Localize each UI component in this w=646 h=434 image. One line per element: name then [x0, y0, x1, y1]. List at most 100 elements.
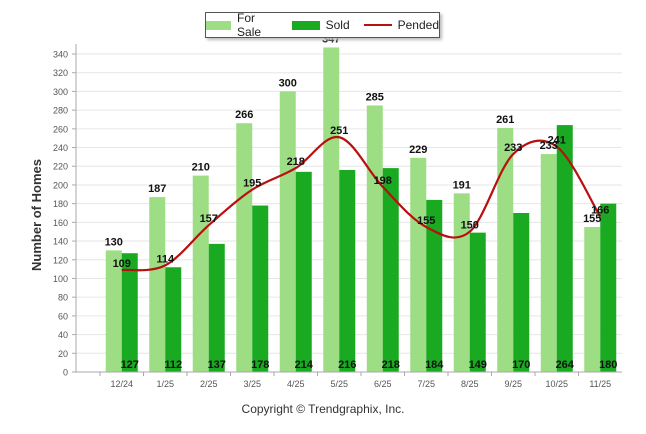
bar-for-sale — [323, 47, 340, 372]
label-sold: 216 — [338, 359, 356, 371]
y-tick-label: 200 — [53, 180, 68, 190]
bar-for-sale — [105, 250, 122, 372]
label-pended: 198 — [374, 175, 392, 187]
x-tick-label: 7/25 — [417, 379, 435, 389]
bars — [105, 47, 617, 373]
label-sold: 264 — [556, 359, 575, 371]
legend: For Sale Sold Pended — [205, 11, 440, 39]
label-for-sale: 233 — [540, 140, 558, 152]
label-for-sale: 210 — [192, 162, 210, 174]
label-pended: 157 — [200, 213, 218, 225]
label-pended: 114 — [156, 253, 175, 265]
label-pended: 241 — [548, 135, 566, 147]
legend-item-for-sale[interactable]: For Sale — [206, 11, 278, 39]
bar-sold — [513, 213, 530, 372]
label-for-sale: 229 — [409, 144, 427, 156]
y-tick-label: 160 — [53, 218, 68, 228]
y-tick-label: 340 — [53, 50, 68, 60]
y-tick-label: 220 — [53, 162, 68, 172]
pended-line — [121, 136, 602, 272]
bar-sold — [382, 168, 399, 372]
label-sold: 137 — [208, 359, 226, 371]
bar-sold — [556, 125, 573, 372]
label-sold: 214 — [295, 359, 314, 371]
bar-for-sale — [410, 157, 427, 372]
bar-for-sale — [236, 123, 253, 372]
label-pended: 233 — [504, 142, 522, 154]
bar-for-sale — [584, 227, 601, 372]
x-tick-label: 1/25 — [156, 379, 174, 389]
x-tick-label: 3/25 — [243, 379, 261, 389]
y-tick-label: 320 — [53, 68, 68, 78]
label-for-sale: 285 — [366, 91, 384, 103]
label-for-sale: 155 — [583, 213, 601, 225]
bar-sold — [600, 203, 617, 372]
data-labels: 1301271871122101372661783002143472162852… — [105, 33, 618, 371]
pended-line-group — [121, 136, 602, 272]
bar-sold — [469, 232, 486, 372]
y-tick-label: 100 — [53, 274, 68, 284]
label-sold: 127 — [121, 359, 139, 371]
label-sold: 149 — [469, 359, 487, 371]
bar-for-sale — [540, 154, 557, 372]
bar-for-sale — [149, 197, 166, 372]
label-pended: 218 — [287, 156, 305, 168]
y-tick-label: 80 — [58, 293, 68, 303]
pended-swatch — [363, 24, 392, 26]
bar-sold — [339, 169, 356, 372]
y-axis-label: Number of Homes — [29, 159, 44, 271]
for-sale-swatch — [206, 20, 232, 30]
bar-sold — [295, 171, 312, 372]
axes: 0 20 40 60 80 100 120 140 160 180 200 220 240 260 280 3… — [53, 44, 622, 389]
x-tick-label: 8/25 — [461, 379, 479, 389]
label-sold: 112 — [164, 359, 182, 371]
x-tick-label: 11/25 — [589, 379, 611, 389]
sold-swatch — [291, 20, 320, 30]
copyright-footer: Copyright © Trendgraphix, Inc. — [241, 402, 405, 416]
y-tick-label: 40 — [58, 330, 68, 340]
bar-sold — [121, 253, 138, 372]
bar-for-sale — [366, 105, 383, 373]
label-sold: 180 — [599, 359, 617, 371]
legend-label-for-sale: For Sale — [237, 11, 262, 39]
legend-item-sold[interactable]: Sold — [291, 18, 350, 32]
y-tick-label: 260 — [53, 124, 68, 134]
y-tick-label: 180 — [53, 199, 68, 209]
label-pended: 150 — [461, 220, 479, 232]
legend-label-sold: Sold — [325, 18, 350, 32]
x-tick-label: 4/25 — [287, 379, 305, 389]
label-sold: 218 — [382, 359, 400, 371]
label-for-sale: 300 — [279, 77, 297, 89]
bar-sold — [208, 243, 225, 372]
label-for-sale: 261 — [496, 114, 514, 126]
y-tick-label: 20 — [58, 349, 68, 359]
y-tick-label: 280 — [53, 106, 68, 116]
label-pended: 109 — [113, 258, 131, 270]
bar-sold — [252, 205, 269, 372]
legend-label-pended: Pended — [397, 18, 439, 32]
label-for-sale: 191 — [453, 179, 471, 191]
y-tick-label: 300 — [53, 87, 68, 97]
label-pended: 166 — [591, 205, 609, 217]
y-tick-label: 140 — [53, 237, 68, 247]
bar-for-sale — [497, 127, 514, 372]
bar-for-sale — [192, 175, 209, 372]
x-tick-label: 5/25 — [330, 379, 348, 389]
label-sold: 178 — [251, 359, 269, 371]
x-tick-label: 10/25 — [545, 379, 568, 389]
label-for-sale: 130 — [105, 236, 123, 248]
label-pended: 195 — [243, 178, 261, 190]
y-tick-label: 120 — [53, 255, 68, 265]
bar-sold — [426, 199, 443, 372]
label-sold: 184 — [425, 359, 444, 371]
x-tick-label: 12/24 — [110, 379, 133, 389]
label-for-sale: 187 — [148, 183, 166, 195]
bar-for-sale — [279, 91, 296, 372]
y-tick-label: 240 — [53, 143, 68, 153]
legend-item-pended[interactable]: Pended — [363, 18, 439, 32]
label-for-sale: 266 — [235, 109, 253, 121]
label-pended: 251 — [330, 125, 348, 137]
y-tick-label: 60 — [58, 311, 68, 321]
x-tick-label: 9/25 — [504, 379, 522, 389]
